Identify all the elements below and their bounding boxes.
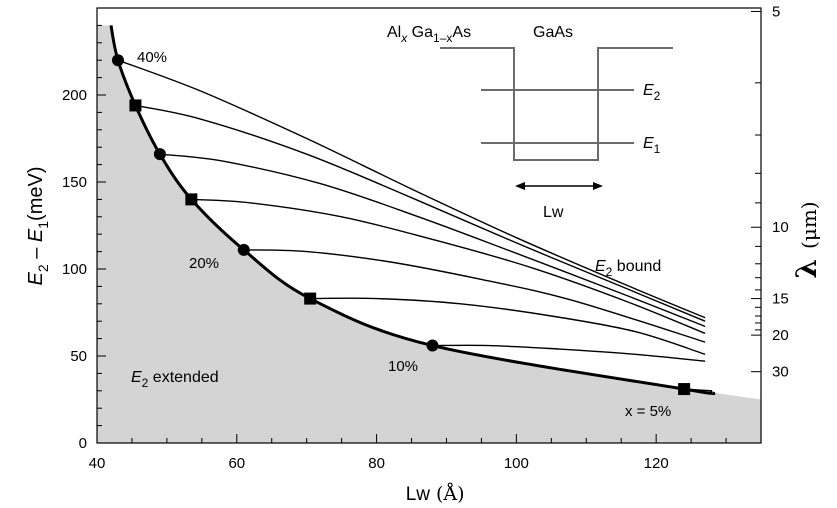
inset-material-label: Alx Ga1–xAs: [387, 24, 471, 45]
series-line-4: [243, 249, 706, 343]
bound-label: E2 bound: [595, 258, 661, 279]
series-line-5: [310, 297, 706, 355]
x-tick-label: 40: [89, 455, 106, 472]
extended-region: [97, 25, 761, 444]
inset-lw-label: Lw: [543, 204, 564, 221]
y-tick-label: 200: [62, 87, 87, 104]
series-lines: [117, 59, 713, 392]
series-line-3: [191, 198, 706, 335]
marker-square-7: [678, 383, 691, 396]
marker-square-1: [129, 99, 142, 112]
marker-circle-2: [153, 148, 166, 161]
y-axis-right: 5 10 15 20 30: [751, 3, 789, 381]
marker-circle-6: [426, 339, 439, 352]
right-tick-label: 5: [772, 3, 780, 20]
label-40: 40%: [137, 49, 167, 66]
marker-circle-0: [111, 54, 124, 67]
x-tick-label: 80: [368, 455, 385, 472]
x-axis: 40 60 80 100 120: [89, 434, 762, 472]
inset-e2-label: E2: [643, 82, 661, 103]
marker-square-3: [185, 193, 198, 206]
y-axis-label-left: E2 – E1(meV): [25, 167, 51, 286]
x-axis-label: Lw: [406, 484, 431, 505]
series-line-6: [432, 344, 706, 362]
y-tick-label: 50: [70, 348, 87, 365]
label-10: 10%: [388, 358, 418, 375]
lw-arrow-left-head: [515, 182, 525, 190]
inset-gaas-label: GaAs: [533, 24, 573, 41]
inset-e1-label: E1: [643, 135, 661, 156]
boundary-curve: [109, 25, 716, 396]
series-line-2: [159, 153, 706, 328]
plot-frame: [96, 7, 762, 444]
x-tick-label: 60: [228, 455, 245, 472]
y-tick-label: 0: [79, 435, 87, 452]
right-tick-label: 30: [772, 364, 789, 381]
x-axis-unit: (Å): [436, 483, 465, 505]
extended-label: E2 extended: [131, 369, 219, 390]
quantum-well-inset: Alx Ga1–xAs GaAs E2 E1 Lw: [387, 24, 673, 221]
series-line-1: [135, 104, 706, 322]
label-5: x = 5%: [625, 403, 671, 420]
right-tick-label: 20: [772, 327, 789, 344]
label-20: 20%: [189, 255, 219, 272]
lw-arrow-right-head: [593, 182, 603, 190]
marker-square-5: [304, 292, 317, 305]
y-tick-label: 100: [62, 261, 87, 278]
right-tick-label: 10: [772, 219, 789, 236]
x-tick-label: 120: [644, 455, 669, 472]
y-tick-label: 150: [62, 174, 87, 191]
x-tick-label: 100: [504, 455, 529, 472]
markers: [111, 54, 691, 396]
marker-circle-4: [237, 243, 250, 256]
well-profile: [440, 47, 673, 161]
y-axis-left: 0 50 100 150 200: [62, 24, 106, 452]
y-axis-label-right: λ(μm): [790, 201, 823, 278]
right-tick-label: 15: [772, 291, 789, 308]
series-line-0: [117, 59, 706, 319]
